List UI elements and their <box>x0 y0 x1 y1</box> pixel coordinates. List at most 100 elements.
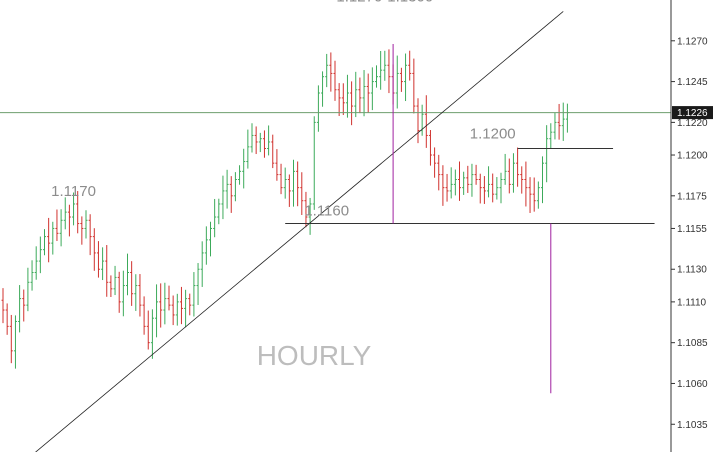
candle <box>84 210 88 239</box>
candle <box>474 164 478 185</box>
candle <box>109 275 113 298</box>
candle <box>420 104 424 136</box>
level-annotation: 1.1270-1.1300 <box>336 0 433 6</box>
candle <box>233 172 237 202</box>
candle <box>287 174 291 207</box>
candle <box>370 67 374 111</box>
candle <box>466 165 470 193</box>
candle <box>516 147 520 187</box>
candle <box>520 166 524 194</box>
candle <box>47 217 51 263</box>
candle <box>229 176 233 213</box>
candle <box>495 177 499 200</box>
candle <box>416 98 420 144</box>
candles-layer <box>1 49 569 369</box>
candle <box>458 161 461 201</box>
candle <box>117 271 121 313</box>
candle <box>96 241 100 278</box>
candle <box>67 204 71 237</box>
candle <box>279 163 283 195</box>
candle <box>262 130 266 158</box>
candle <box>441 165 445 206</box>
candle <box>511 153 515 193</box>
candle <box>179 286 183 325</box>
candle <box>196 263 200 306</box>
candle <box>59 209 63 247</box>
candle <box>395 55 399 109</box>
candle <box>204 226 208 265</box>
candle <box>482 176 486 204</box>
candle <box>536 181 540 209</box>
candle <box>532 177 536 212</box>
candle <box>246 129 250 169</box>
candle <box>541 156 544 204</box>
candle <box>292 159 295 207</box>
candle <box>217 198 221 225</box>
candle <box>358 77 362 114</box>
candle <box>337 83 341 117</box>
candle <box>76 191 80 234</box>
candle <box>130 261 134 306</box>
candle <box>213 198 217 238</box>
candle <box>524 161 528 207</box>
candle <box>200 241 204 287</box>
overlays-layer <box>0 11 671 452</box>
candle <box>312 116 316 210</box>
axis-tick-label: 1.1085 <box>677 338 708 349</box>
candle <box>308 197 312 235</box>
candle <box>121 270 125 317</box>
candle <box>171 295 175 326</box>
candle <box>225 169 229 209</box>
candle <box>9 314 13 364</box>
candle <box>34 246 38 280</box>
candle <box>428 130 432 166</box>
candle <box>22 289 26 322</box>
candle <box>362 70 366 117</box>
candle <box>462 171 466 195</box>
candle <box>424 95 428 148</box>
candle <box>26 267 30 312</box>
candle <box>80 216 84 245</box>
candle <box>146 310 150 350</box>
candle <box>175 293 179 326</box>
candle <box>445 173 449 202</box>
candle <box>254 126 258 155</box>
candle <box>491 173 495 203</box>
candle <box>250 123 254 153</box>
candle <box>242 148 246 189</box>
candle <box>449 167 453 199</box>
candle <box>55 209 59 242</box>
candle <box>341 83 345 116</box>
candle <box>478 173 482 204</box>
candle <box>399 67 403 92</box>
candle <box>503 153 507 185</box>
axis-tick-label: 1.1035 <box>677 420 708 431</box>
candle <box>470 163 474 197</box>
annotation-layer: 1.1270-1.1300 1.1170 1.1160 1.1200 HOURLY <box>51 0 515 371</box>
candle <box>275 149 279 181</box>
candle <box>142 296 146 335</box>
candle <box>192 272 196 317</box>
candle <box>101 247 105 281</box>
candle <box>316 85 320 132</box>
candle <box>379 50 383 90</box>
candle <box>433 147 437 178</box>
candle <box>557 103 561 140</box>
candle <box>350 81 354 126</box>
trendline <box>35 11 564 452</box>
axis-tick-label: 1.1110 <box>677 297 707 308</box>
candle <box>412 58 416 114</box>
candle <box>18 285 22 333</box>
candle <box>325 53 329 88</box>
candle <box>404 53 408 102</box>
level-annotation: 1.1170 <box>51 183 96 200</box>
candle <box>271 134 275 169</box>
candle <box>387 49 391 94</box>
candle <box>126 253 129 296</box>
timeframe-watermark: HOURLY <box>257 340 372 371</box>
candle <box>333 60 337 101</box>
candle <box>209 221 212 257</box>
candle <box>72 192 76 226</box>
candle <box>88 214 92 256</box>
candle <box>188 293 192 316</box>
